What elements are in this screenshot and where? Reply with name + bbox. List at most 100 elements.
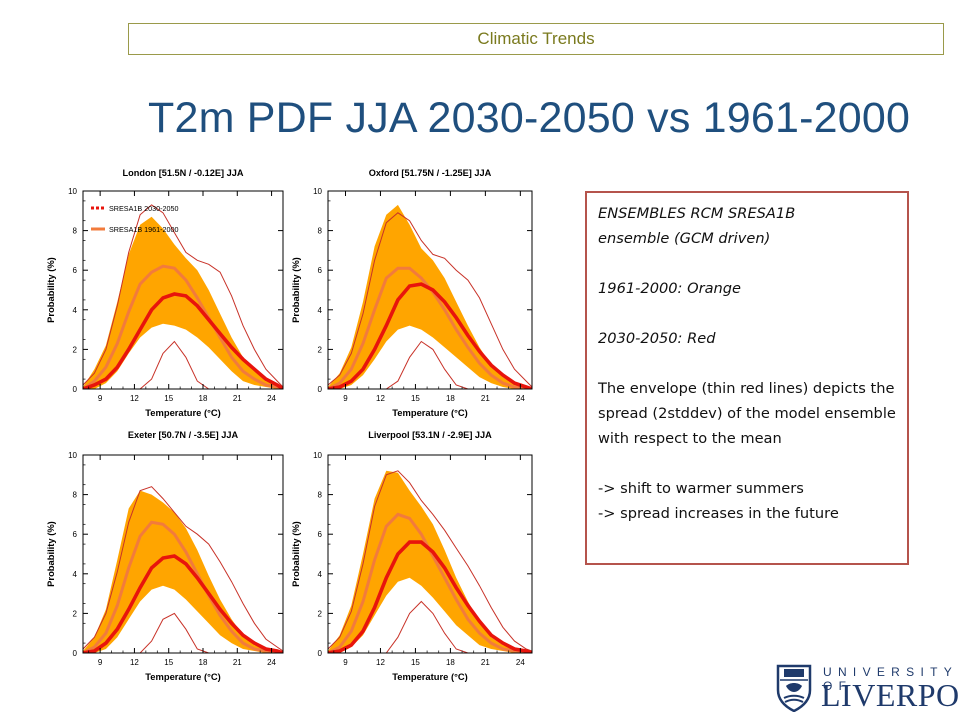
y-tick-label: 6 [73,530,78,539]
y-tick-label: 10 [68,451,77,460]
series-2030-2050-line [83,292,283,389]
series-2030-2050-line [83,554,283,653]
x-tick-label: 18 [199,658,208,667]
red-note: 2030-2050: Red [598,330,716,347]
x-tick-label: 24 [267,394,276,403]
orange-band [328,470,532,653]
y-tick-label: 0 [318,385,323,394]
x-tick-label: 21 [233,394,242,403]
y-tick-label: 8 [73,227,78,236]
y-tick-label: 8 [318,491,323,500]
y-tick-label: 6 [318,266,323,275]
x-tick-label: 21 [233,658,242,667]
page-title: T2m PDF JJA 2030-2050 vs 1961-2000 [148,94,911,142]
x-tick-label: 12 [130,394,139,403]
x-tick-label: 9 [343,658,348,667]
x-tick-label: 24 [516,658,525,667]
x-tick-label: 9 [343,394,348,403]
x-tick-label: 24 [267,658,276,667]
info-box: ENSEMBLES RCM SRESA1B ensemble (GCM driv… [585,191,909,565]
x-axis-label: Temperature (°C) [145,671,220,682]
y-axis-label: Probability (%) [290,521,301,587]
legend-label: SRESA1B 1961-2000 [109,225,179,234]
x-tick-label: 9 [98,394,103,403]
liverpool-crest-icon [776,664,812,712]
y-tick-label: 8 [318,227,323,236]
y-tick-label: 6 [73,266,78,275]
envelope-lower-line [83,612,283,653]
x-tick-label: 15 [411,394,420,403]
series-1961-2000-line [328,512,532,653]
plot-frame [82,190,284,390]
y-tick-label: 2 [318,345,323,354]
y-tick-label: 6 [318,530,323,539]
envelope-upper-line [83,486,283,652]
x-tick-label: 18 [446,394,455,403]
x-tick-label: 18 [446,658,455,667]
plot-frame [327,454,533,654]
x-tick-label: 15 [164,658,173,667]
y-tick-label: 10 [313,187,322,196]
x-tick-label: 18 [199,394,208,403]
envelope-lower-line [328,600,532,653]
series-2030-2050-line [328,540,532,653]
shift-note: -> shift to warmer summers [598,480,804,497]
x-tick-label: 15 [411,658,420,667]
x-tick-label: 21 [481,394,490,403]
y-tick-label: 4 [318,570,323,579]
orange-band [328,204,532,389]
x-tick-label: 24 [516,394,525,403]
y-tick-label: 4 [318,306,323,315]
x-tick-label: 12 [130,658,139,667]
y-tick-label: 0 [73,649,78,658]
y-tick-label: 2 [73,345,78,354]
section-header: Climatic Trends [128,23,944,55]
envelope-upper-line [328,212,532,388]
logo-liverpool: LIVERPOOL [821,677,960,713]
x-tick-label: 9 [98,658,103,667]
orange-note: 1961-2000: Orange [598,280,742,297]
info-line-1: ENSEMBLES RCM SRESA1B [598,205,796,222]
envelope-lower-line [328,340,532,389]
x-axis-label: Temperature (°C) [145,407,220,418]
legend-label: SRESA1B 2030-2050 [109,204,179,213]
y-tick-label: 2 [318,609,323,618]
envelope-upper-line [328,470,532,652]
info-line-2: ensemble (GCM driven) [598,230,771,247]
panel-title: London [51.5N / -0.12E] JJA [123,168,244,178]
y-tick-label: 4 [73,570,78,579]
panel-title: Exeter [50.7N / -3.5E] JJA [128,430,239,440]
y-tick-label: 0 [318,649,323,658]
series-1961-2000-line [83,264,283,389]
y-tick-label: 4 [73,306,78,315]
orange-band [83,490,283,653]
logo-university-of: UNIVERSITY OF [823,665,958,693]
y-tick-label: 10 [313,451,322,460]
orange-band [83,216,283,389]
y-axis-label: Probability (%) [45,521,56,587]
plot-frame [327,190,533,390]
series-2030-2050-line [328,282,532,389]
panel-title: Oxford [51.75N / -1.25E] JJA [369,168,492,178]
y-tick-label: 2 [73,609,78,618]
y-tick-label: 0 [73,385,78,394]
section-label: Climatic Trends [477,29,595,48]
spread-note: -> spread increases in the future [598,505,839,522]
x-tick-label: 15 [164,394,173,403]
y-tick-label: 10 [68,187,77,196]
x-axis-label: Temperature (°C) [392,407,467,418]
plot-frame [82,454,284,654]
legend: SRESA1B 2030-2050 SRESA1B 1961-2000 [91,204,179,234]
x-axis-label: Temperature (°C) [392,671,467,682]
x-tick-label: 21 [481,658,490,667]
y-tick-label: 8 [73,491,78,500]
envelope-lower-line [83,340,283,389]
y-axis-label: Probability (%) [45,257,56,323]
y-axis-label: Probability (%) [290,257,301,323]
panel-title: Liverpool [53.1N / -2.9E] JJA [368,430,492,440]
